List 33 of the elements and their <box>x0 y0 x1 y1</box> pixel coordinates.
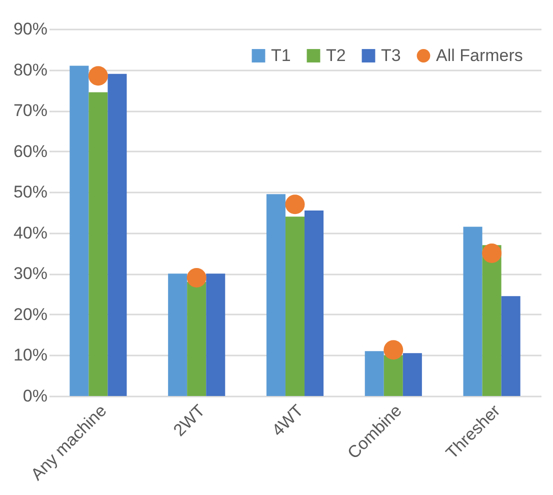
bar <box>364 351 384 396</box>
legend-label: T2 <box>326 46 346 65</box>
bar <box>266 194 286 396</box>
bar <box>285 216 305 396</box>
bar <box>402 353 422 396</box>
bar <box>384 355 403 396</box>
bar <box>304 210 324 396</box>
bar <box>108 74 127 396</box>
legend-label: T1 <box>271 46 291 65</box>
y-tick-label: 50% <box>13 182 48 202</box>
y-tick-label: 80% <box>13 60 48 80</box>
y-tick-label: 20% <box>13 304 48 324</box>
y-tick-label: 70% <box>13 101 48 120</box>
point <box>482 244 502 264</box>
bar <box>501 296 520 396</box>
legend-label: All Farmers <box>436 46 523 65</box>
bar <box>463 226 482 396</box>
legend-label: T3 <box>381 46 401 65</box>
point <box>285 194 305 214</box>
bar <box>187 282 206 396</box>
y-tick-label: 40% <box>13 223 48 242</box>
point <box>186 268 206 288</box>
y-tick-label: 10% <box>13 346 48 365</box>
bar <box>168 274 188 396</box>
bar <box>70 66 89 396</box>
bar <box>88 92 108 396</box>
bar <box>206 274 226 396</box>
point <box>88 66 108 86</box>
y-tick-label: 30% <box>13 264 48 284</box>
y-tick-label: 0% <box>22 386 48 406</box>
y-tick-label: 90% <box>13 20 48 38</box>
y-tick-label: 60% <box>13 142 48 161</box>
point <box>384 340 404 360</box>
